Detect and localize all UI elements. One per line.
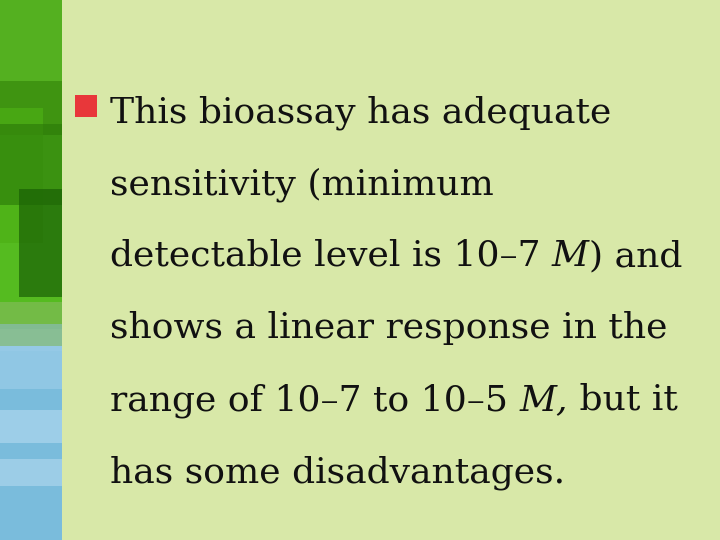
Text: sensitivity (minimum: sensitivity (minimum <box>110 167 494 201</box>
Bar <box>0 346 62 389</box>
Text: This bioassay has adequate: This bioassay has adequate <box>110 95 611 130</box>
Bar <box>0 124 62 205</box>
Bar <box>0 108 43 243</box>
Text: shows a linear response in the: shows a linear response in the <box>110 311 667 345</box>
Bar <box>0 324 62 540</box>
Bar <box>0 329 62 351</box>
Bar <box>0 410 62 443</box>
Bar <box>0 0 62 135</box>
Bar <box>0 302 62 346</box>
Text: detectable level is 10–7: detectable level is 10–7 <box>110 239 552 273</box>
Text: M: M <box>552 239 589 273</box>
Text: has some disadvantages.: has some disadvantages. <box>110 455 565 489</box>
Text: ) and: ) and <box>589 239 683 273</box>
Bar <box>0 0 62 335</box>
Text: but it: but it <box>568 383 678 417</box>
Bar <box>75 95 97 117</box>
Bar <box>0 0 62 81</box>
Text: range of 10–7 to 10–5: range of 10–7 to 10–5 <box>110 383 520 417</box>
Bar <box>19 189 62 297</box>
Bar <box>0 459 62 486</box>
Text: M,: M, <box>520 383 568 417</box>
